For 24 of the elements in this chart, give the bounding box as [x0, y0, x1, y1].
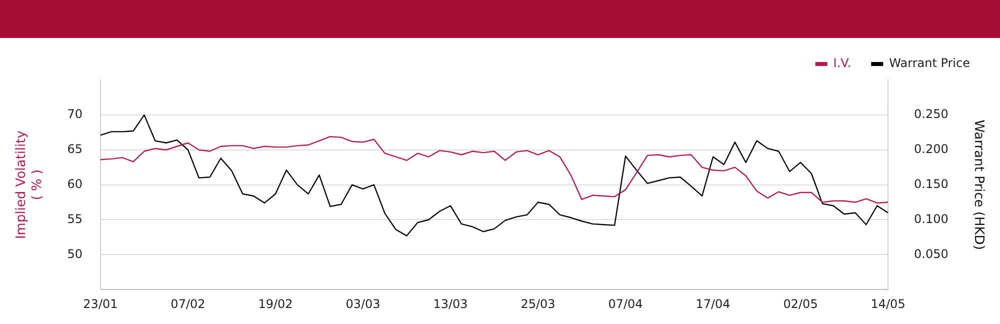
legend-label: I.V.	[833, 56, 852, 70]
x-tick-label: 14/05	[870, 296, 906, 311]
x-tick-label: 19/02	[258, 296, 293, 311]
y-axis-title: Implied Volatility ( % )	[14, 130, 45, 240]
y-tick-label: 50	[67, 246, 82, 261]
x-tick-label: 13/03	[433, 296, 468, 311]
x-tick-label: 23/01	[83, 296, 118, 311]
y-tick-label: 70	[67, 107, 82, 122]
y-tick-label: 60	[67, 176, 82, 191]
x-tick-label: 02/05	[783, 296, 818, 311]
x-tick-label: 07/02	[170, 296, 206, 311]
legend-label: Warrant Price	[889, 56, 970, 70]
x-tick-label: 17/04	[696, 296, 730, 311]
x-tick-label: 25/03	[520, 296, 556, 311]
x-tick-label: 07/04	[608, 296, 643, 311]
y2-axis-title: Warrant Price (HKD)	[970, 120, 986, 250]
y2-tick-label: 0.050	[914, 246, 948, 261]
y-tick-label: 55	[67, 212, 82, 226]
y2-tick-label: 0.250	[914, 107, 948, 122]
y2-tick-label: 0.150	[914, 176, 948, 191]
y2-tick-label: 0.200	[914, 142, 948, 156]
y-tick-label: 65	[67, 142, 82, 156]
x-tick-label: 03/03	[346, 296, 380, 311]
y2-tick-label: 0.100	[914, 212, 948, 226]
